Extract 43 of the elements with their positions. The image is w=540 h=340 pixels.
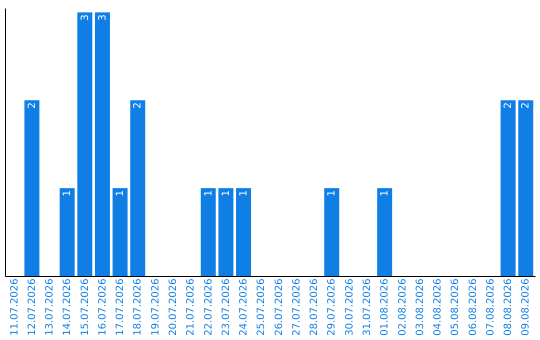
x-tick-label: 05.08.2026 [450, 278, 462, 336]
x-tick-label: 14.07.2026 [62, 278, 74, 336]
x-tick-label: 08.08.2026 [503, 278, 514, 336]
data-label: 1 [203, 190, 214, 197]
x-tick-label: 13.07.2026 [44, 278, 56, 336]
x-tick-label: 20.07.2026 [168, 278, 179, 336]
data-label: 1 [220, 190, 232, 197]
x-tick-label: 18.07.2026 [132, 278, 144, 336]
x-tick-label: 28.07.2026 [309, 278, 320, 336]
x-tick-label: 09.08.2026 [520, 278, 532, 336]
data-label: 3 [97, 14, 108, 21]
x-tick-label: 31.07.2026 [362, 278, 374, 336]
x-tick-label: 07.08.2026 [485, 278, 496, 336]
x-tick-label: 02.08.2026 [397, 278, 408, 336]
x-tick-label: 27.07.2026 [291, 278, 302, 336]
x-tick-label: 22.07.2026 [203, 278, 214, 336]
x-tick-label: 16.07.2026 [97, 278, 108, 336]
x-tick-label: 03.08.2026 [414, 278, 426, 336]
data-label: 1 [238, 190, 250, 197]
x-tick-label: 24.07.2026 [238, 278, 250, 336]
x-tick-label: 01.08.2026 [380, 278, 391, 336]
data-label: 2 [520, 102, 532, 109]
data-label: 2 [503, 102, 514, 109]
x-tick-label: 17.07.2026 [115, 278, 126, 336]
x-tick-label: 12.07.2026 [26, 278, 38, 336]
x-tick-label: 25.07.2026 [256, 278, 268, 336]
x-tick-label: 30.07.2026 [344, 278, 356, 336]
x-tick-label: 23.07.2026 [220, 278, 232, 336]
x-tick-label: 19.07.2026 [150, 278, 162, 336]
x-tick-label: 21.07.2026 [186, 278, 197, 336]
x-tick-label: 06.08.2026 [468, 278, 479, 336]
data-label: 1 [115, 190, 126, 197]
data-label: 1 [326, 190, 338, 197]
data-label: 2 [26, 102, 38, 109]
data-label: 3 [80, 14, 91, 21]
x-tick-label: 04.08.2026 [432, 278, 444, 336]
data-label: 1 [380, 190, 391, 197]
x-tick-label: 29.07.2026 [326, 278, 338, 336]
data-label: 2 [132, 102, 144, 109]
x-tick-label: 26.07.2026 [274, 278, 285, 336]
data-label: 1 [62, 190, 74, 197]
x-tick-label: 15.07.2026 [80, 278, 91, 336]
x-tick-label: 11.07.2026 [9, 278, 20, 336]
